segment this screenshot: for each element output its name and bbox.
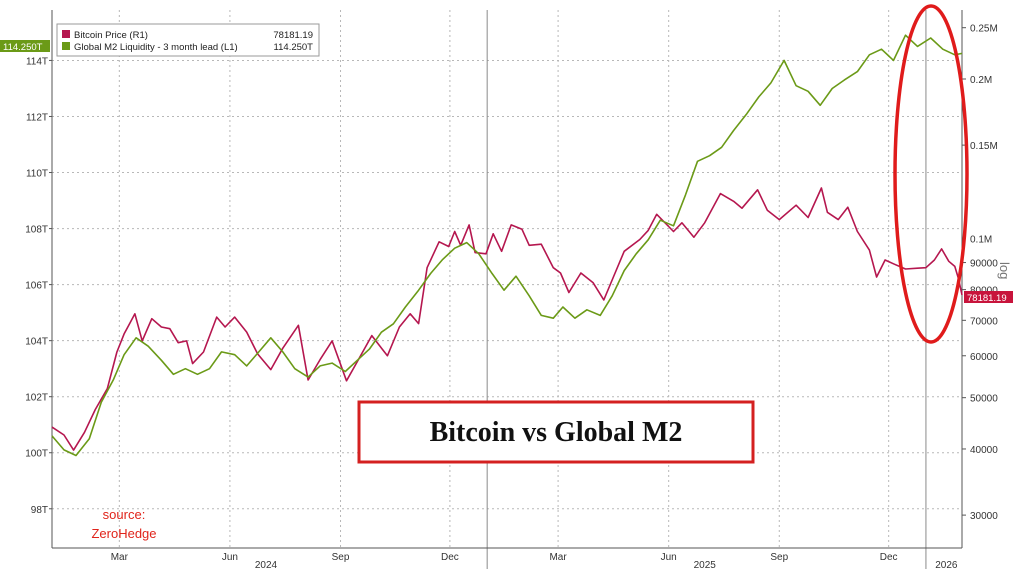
x-axis-year-label: 2025 [694, 560, 717, 569]
x-axis-month-label: Jun [222, 552, 238, 563]
x-axis-month-label: Dec [880, 552, 898, 563]
x-axis-month-label: Mar [549, 552, 567, 563]
legend-label-m2: Global M2 Liquidity - 3 month lead (L1) [74, 42, 238, 53]
right-axis-tick-label: 90000 [970, 259, 998, 270]
legend-value-bitcoin: 78181.19 [273, 30, 313, 41]
right-value-flag: 78181.19 [964, 291, 1013, 304]
x-axis-month-label: Dec [441, 552, 459, 563]
right-flag-label: 78181.19 [967, 293, 1007, 304]
right-axis-tick-label: 0.1M [970, 234, 992, 245]
title-box [357, 400, 755, 464]
right-axis-tick-label: 30000 [970, 511, 998, 522]
right-axis-tick-label: 0.2M [970, 75, 992, 86]
x-axis-year-label: 2026 [935, 560, 958, 569]
series-layer [51, 34, 963, 457]
right-axis-tick-label: 70000 [970, 316, 998, 327]
x-axis-month-label: Mar [111, 552, 129, 563]
left-axis-tick-label: 102T [25, 393, 48, 404]
legend-swatch-bitcoin [62, 30, 70, 38]
grid-layer [52, 10, 962, 569]
x-axis-month-label: Sep [332, 552, 350, 563]
x-axis-month-label: Jun [661, 552, 677, 563]
left-axis-tick-label: 112T [26, 112, 48, 123]
legend-label-bitcoin: Bitcoin Price (R1) [74, 30, 148, 41]
right-axis-tick-label: 40000 [970, 445, 998, 456]
left-axis-tick-label: 98T [31, 505, 48, 516]
x-axis-year-label: 2024 [255, 560, 278, 569]
legend-box [56, 23, 320, 57]
right-flag-bg [964, 291, 1013, 303]
left-axis-tick-label: 110T [26, 169, 48, 180]
left-flag-bg [0, 40, 50, 52]
left-axis-tick-label: 108T [25, 225, 48, 236]
left-value-flag: 114.250T [0, 40, 50, 53]
left-axis-tick-label: 100T [25, 449, 48, 460]
log-scale-label: log [997, 262, 1012, 279]
legend-swatch-m2 [62, 42, 70, 50]
right-axis-tick-label: 50000 [970, 394, 998, 405]
source-label: source: [103, 507, 146, 522]
left-axis-tick-label: 104T [25, 337, 48, 348]
bitcoin-price-line [51, 187, 963, 451]
highlight-ellipse [893, 4, 969, 344]
right-axis-tick-label: 0.15M [970, 141, 998, 152]
left-flag-label: 114.250T [3, 42, 43, 53]
chart-title: Bitcoin vs Global M2 [430, 417, 683, 448]
title-annotation: Bitcoin vs Global M2 [357, 400, 755, 464]
legend-value-m2: 114.250T [274, 42, 314, 53]
left-axis-tick-label: 114T [26, 56, 48, 67]
legend: Bitcoin Price (R1) 78181.19 Global M2 Li… [56, 23, 320, 57]
right-axis-tick-label: 60000 [970, 352, 998, 363]
x-axis-month-label: Sep [770, 552, 788, 563]
source-name: ZeroHedge [91, 526, 156, 541]
right-axis-tick-label: 0.25M [970, 24, 998, 35]
global-m2-line [51, 34, 963, 457]
axis-layer: 98T 100T 102T 104T 106T 108T 110T 112T 114T Mar Ju… [25, 10, 998, 571]
left-axis-tick-label: 106T [25, 281, 48, 292]
